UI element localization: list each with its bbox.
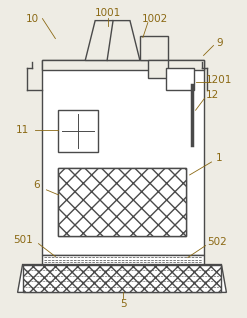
Bar (42, 60, 204, 255)
Text: 9: 9 (216, 38, 223, 47)
Bar (42, 255, 204, 265)
Bar (42, 60, 204, 70)
Bar (22, 265, 222, 293)
Polygon shape (18, 265, 226, 293)
Bar (58, 168, 186, 236)
Text: 1201: 1201 (206, 75, 233, 85)
Text: 1: 1 (216, 153, 223, 163)
Text: 501: 501 (13, 235, 32, 245)
Polygon shape (85, 21, 140, 60)
Bar (58, 110, 98, 152)
Text: 1001: 1001 (95, 8, 121, 17)
Bar (166, 68, 194, 90)
Text: 5: 5 (120, 299, 126, 309)
Text: 6: 6 (33, 180, 40, 190)
Text: 12: 12 (206, 90, 219, 100)
Text: 1002: 1002 (142, 14, 168, 24)
Text: 10: 10 (26, 14, 39, 24)
Text: 502: 502 (207, 237, 227, 247)
Bar (140, 36, 168, 60)
Text: 11: 11 (16, 125, 29, 135)
Bar (148, 60, 168, 78)
Bar (58, 168, 186, 236)
